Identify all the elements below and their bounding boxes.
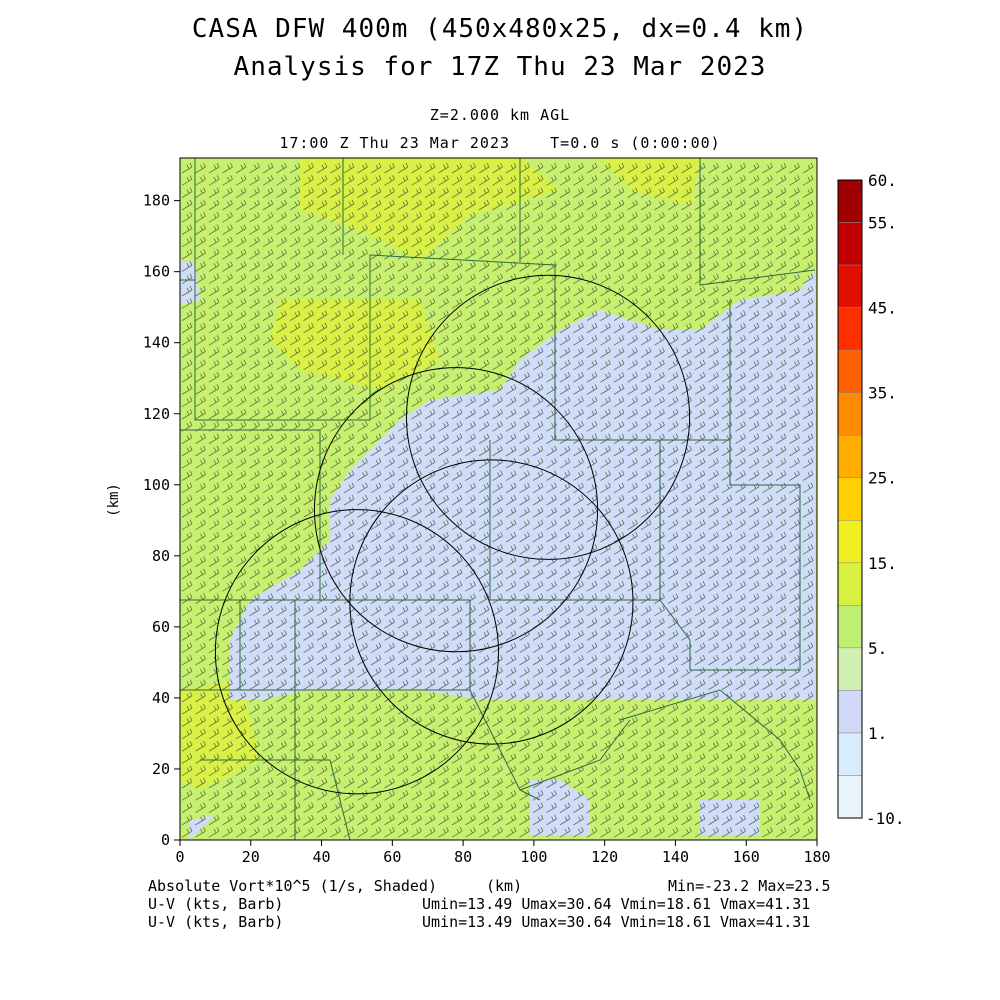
footer-barb-label-1: U-V (kts, Barb) (148, 895, 284, 913)
colorbar-swatch-10 (837, 605, 863, 649)
field-low-region-1 (530, 780, 590, 835)
x-tick-label-4: 80 (454, 848, 472, 866)
colorbar-label-8: -10. (866, 809, 905, 828)
colorbar-frame (837, 179, 863, 819)
y-axis-label: (km) (106, 483, 122, 517)
title-line-1: CASA DFW 400m (450x480x25, dx=0.4 km) (191, 14, 809, 44)
county-border-6 (554, 290, 660, 441)
radar-ring-2 (349, 459, 634, 745)
x-tick-label-3: 60 (383, 848, 401, 866)
county-border-11 (659, 599, 691, 670)
colorbar-swatch-7 (837, 477, 863, 521)
x-tick-label-5: 100 (520, 848, 547, 866)
barb-grid (181, 162, 817, 838)
x-tick-label-1: 20 (242, 848, 260, 866)
radar-ring-3 (214, 509, 500, 795)
y-tick-label-0: 0 (161, 831, 170, 849)
footer-x-unit: (km) (486, 877, 523, 895)
wind-barbs (181, 162, 817, 838)
y-tick-label-8: 160 (143, 263, 170, 281)
county-border-4 (180, 420, 471, 691)
county-border-3 (699, 158, 816, 286)
radar-ring-1 (313, 367, 599, 653)
y-tick-label-9: 180 (143, 192, 170, 210)
colorbar-swatch-14 (837, 775, 863, 819)
footer-uv-range-1: Umin=13.49 Umax=30.64 Vmin=18.61 Vmax=41… (422, 895, 811, 913)
colorbar-label-0: 60. (868, 171, 897, 190)
colorbar-swatch-12 (837, 690, 863, 734)
colorbar-swatch-13 (837, 732, 863, 776)
y-tick-label-7: 140 (143, 334, 170, 352)
colorbar-label-3: 35. (868, 384, 897, 403)
colorbar-swatch-11 (837, 647, 863, 691)
county-border-14 (519, 719, 631, 791)
radar-ring-0 (405, 274, 691, 560)
x-tick-label-7: 140 (662, 848, 689, 866)
level-label: Z=2.000 km AGL (429, 106, 571, 124)
y-tick-label-2: 40 (152, 689, 170, 707)
time-label: 17:00 Z Thu 23 Mar 2023 T=0.0 s (0:00:00… (279, 134, 721, 152)
footer-field-label: Absolute Vort*10^5 (1/s, Shaded) (148, 877, 437, 895)
colorbar-label-1: 55. (868, 214, 897, 233)
footer-barb-label-2: U-V (kts, Barb) (148, 913, 284, 931)
field-high-region-2 (270, 300, 440, 390)
plot-frame (179, 157, 818, 841)
county-border-0 (194, 158, 556, 421)
colorbar-swatch-2 (837, 264, 863, 308)
title-line-2: Analysis for 17Z Thu 23 Mar 2023 (233, 52, 767, 82)
y-tick-label-3: 60 (152, 618, 170, 636)
y-tick-label-6: 120 (143, 405, 170, 423)
y-tick-label-5: 100 (143, 476, 170, 494)
colorbar-label-4: 25. (868, 469, 897, 488)
y-tick-label-1: 20 (152, 760, 170, 778)
colorbar-swatch-0 (837, 179, 863, 223)
colorbar: 60. 55. 45. 35. 25. 15. 5. 1. -10. (837, 171, 905, 828)
x-tick-label-8: 160 (733, 848, 760, 866)
colorbar-swatch-9 (837, 562, 863, 606)
footer-minmax: Min=-23.2 Max=23.5 (668, 877, 831, 895)
x-axis: 0 20 40 60 80 100 120 140 160 180 (175, 840, 831, 866)
x-tick-label-9: 180 (803, 848, 830, 866)
field-low-region-2 (700, 800, 760, 835)
colorbar-swatch-8 (837, 520, 863, 564)
colorbar-label-5: 15. (868, 554, 897, 573)
x-tick-label-0: 0 (175, 848, 184, 866)
field-low-region-0 (230, 270, 815, 700)
colorbar-label-7: 1. (868, 724, 887, 743)
x-tick-label-6: 120 (591, 848, 618, 866)
county-border-13 (200, 759, 351, 840)
field-low-region-4 (190, 815, 215, 840)
colorbar-swatch-5 (837, 392, 863, 436)
radar-range-rings (214, 274, 691, 795)
y-tick-label-4: 80 (152, 547, 170, 565)
y-axis: 0 20 40 60 80 100 120 140 160 180 (km) (106, 192, 180, 849)
colorbar-swatch-4 (837, 349, 863, 393)
colorbar-label-6: 5. (868, 639, 887, 658)
field-high-region-3 (180, 680, 260, 790)
footer-uv-range-2: Umin=13.49 Umax=30.64 Vmin=18.61 Vmax=41… (422, 913, 811, 931)
colorbar-swatch-6 (837, 434, 863, 478)
x-tick-label-2: 40 (313, 848, 331, 866)
colorbar-swatch-3 (837, 307, 863, 351)
colorbar-swatch-1 (837, 222, 863, 266)
county-border-12 (619, 689, 811, 801)
colorbar-label-2: 45. (868, 299, 897, 318)
county-borders (180, 158, 816, 840)
